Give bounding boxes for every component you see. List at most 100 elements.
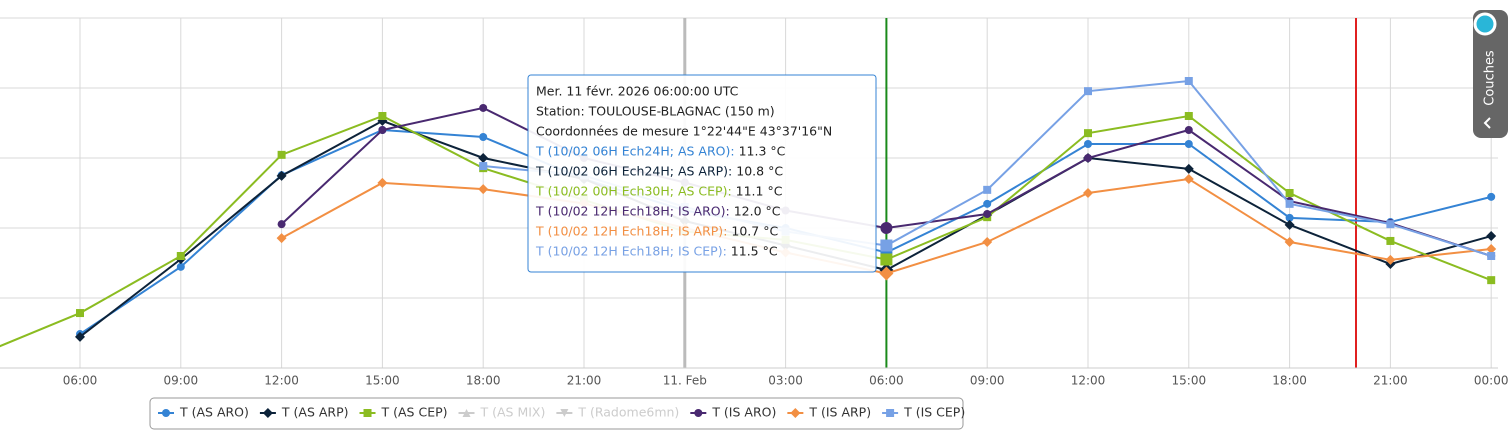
- marker: [176, 252, 185, 260]
- legend: T (AS ARO) T (AS ARP) T (AS CEP) T (AS MIX)…: [158, 405, 965, 420]
- marker: [1284, 219, 1295, 230]
- marker: [880, 222, 893, 234]
- marker: [277, 150, 286, 159]
- marker: [378, 126, 387, 134]
- marker: [1487, 252, 1496, 260]
- tooltip-coordinates: Coordonnées de mesure 1°22'44"E 43°37'16…: [536, 124, 832, 139]
- marker: [879, 266, 894, 281]
- legend-label[interactable]: T (IS CEP): [903, 405, 965, 420]
- side-panel-label[interactable]: Couches: [1483, 50, 1498, 106]
- marker: [880, 239, 893, 252]
- marker: [1183, 174, 1194, 184]
- marker: [1487, 192, 1496, 201]
- marker: [1083, 188, 1093, 198]
- tooltip-item-value: 11.3 °C: [739, 144, 786, 159]
- legend-label[interactable]: T (AS ARO): [179, 405, 249, 420]
- marker: [162, 409, 170, 417]
- marker: [1386, 220, 1395, 229]
- marker: [983, 185, 992, 194]
- marker: [1487, 276, 1496, 285]
- marker: [1184, 140, 1193, 148]
- marker: [1486, 231, 1497, 242]
- legend-item[interactable]: T (AS ARP): [259, 405, 349, 420]
- legend-item[interactable]: T (IS ARP): [787, 405, 871, 420]
- marker: [1084, 129, 1092, 138]
- tooltip-item-value: 10.7 °C: [731, 224, 778, 239]
- legend-label[interactable]: T (Radome6mn): [577, 405, 679, 420]
- legend-label[interactable]: T (IS ARP): [808, 405, 871, 420]
- marker: [1285, 199, 1294, 208]
- marker: [1385, 254, 1396, 265]
- marker: [1183, 163, 1194, 174]
- marker: [1285, 189, 1294, 197]
- marker: [1084, 140, 1092, 148]
- x-tick-label: 21:00: [567, 374, 602, 388]
- grid: 06:00 09:00 12:00 15:00 18:00 21:00 11. Feb 03:…: [0, 17, 1508, 388]
- legend-item[interactable]: T (AS CEP): [359, 405, 448, 420]
- tooltip: Mer. 11 févr. 2026 06:00:00 UTC Station: …: [527, 74, 877, 273]
- legend-label[interactable]: T (IS ARO): [711, 405, 776, 420]
- marker: [1184, 126, 1193, 134]
- marker: [1486, 244, 1497, 254]
- marker: [462, 409, 471, 417]
- tooltip-item-value: 12.0 °C: [734, 204, 781, 219]
- x-tick-label: 18:00: [466, 374, 501, 388]
- marker: [1386, 236, 1395, 245]
- marker: [479, 162, 488, 171]
- x-tick-label: 09:00: [970, 374, 1005, 388]
- legend-label[interactable]: T (AS ARP): [281, 405, 349, 420]
- side-panel[interactable]: Couches: [1473, 10, 1508, 138]
- marker: [479, 133, 488, 141]
- tooltip-item-label: T (10/02 12H Ech18H; IS CEP):: [535, 244, 727, 259]
- marker: [276, 233, 287, 244]
- legend-label[interactable]: T (AS CEP): [381, 405, 448, 420]
- x-tick-label: 00:00: [1474, 374, 1508, 388]
- marker: [1184, 77, 1193, 85]
- marker: [378, 112, 387, 120]
- x-tick-label: 18:00: [1272, 374, 1307, 388]
- marker: [478, 184, 489, 195]
- tooltip-item-label: T (10/02 12H Ech18H; IS ARO):: [535, 204, 730, 219]
- marker: [983, 199, 992, 208]
- x-tick-label: 09:00: [164, 374, 199, 388]
- marker: [1084, 154, 1092, 162]
- marker: [76, 309, 84, 318]
- tooltip-station: Station: TOULOUSE-BLAGNAC (150 m): [536, 104, 775, 119]
- marker: [1284, 237, 1295, 247]
- legend-item[interactable]: T (AS MIX): [458, 405, 546, 420]
- legend-label[interactable]: T (AS MIX): [480, 405, 546, 420]
- marker: [983, 210, 992, 218]
- legend-item[interactable]: T (IS CEP): [882, 405, 965, 420]
- marker: [790, 408, 801, 418]
- x-tick-label: 15:00: [365, 374, 400, 388]
- x-tick-label: 12:00: [264, 374, 299, 388]
- legend-item[interactable]: T (IS ARO): [690, 405, 776, 420]
- marker: [560, 409, 569, 417]
- tooltip-item-value: 10.8 °C: [736, 164, 783, 179]
- legend-item[interactable]: T (Radome6mn): [556, 405, 679, 420]
- tooltip-item-value: 11.5 °C: [731, 244, 778, 259]
- x-tick-label: 15:00: [1172, 374, 1207, 388]
- tooltip-item-label: T (10/02 06H Ech24H; AS ARO):: [535, 144, 735, 159]
- marker: [478, 153, 489, 163]
- legend-item[interactable]: T (AS ARO): [158, 405, 249, 420]
- marker: [75, 331, 85, 342]
- marker: [377, 177, 388, 188]
- marker: [1184, 112, 1193, 120]
- marker: [880, 253, 893, 266]
- marker: [1285, 213, 1294, 222]
- x-tick-label: 12:00: [1071, 374, 1106, 388]
- tooltip-item-label: T (10/02 06H Ech24H; AS ARP):: [535, 164, 732, 179]
- marker: [982, 237, 993, 247]
- tooltip-item-value: 11.1 °C: [736, 184, 783, 199]
- marker: [262, 408, 273, 418]
- marker: [277, 220, 286, 229]
- tooltip-item-label: T (10/02 12H Ech18H; IS ARP):: [535, 224, 727, 239]
- tooltip-box: [527, 74, 877, 273]
- x-tick-label: 06:00: [869, 374, 904, 388]
- tooltip-item-label: T (10/02 00H Ech30H; AS CEP):: [535, 184, 732, 199]
- tooltip-title: Mer. 11 févr. 2026 06:00:00 UTC: [536, 84, 739, 99]
- marker: [1084, 87, 1092, 96]
- marker: [479, 103, 488, 112]
